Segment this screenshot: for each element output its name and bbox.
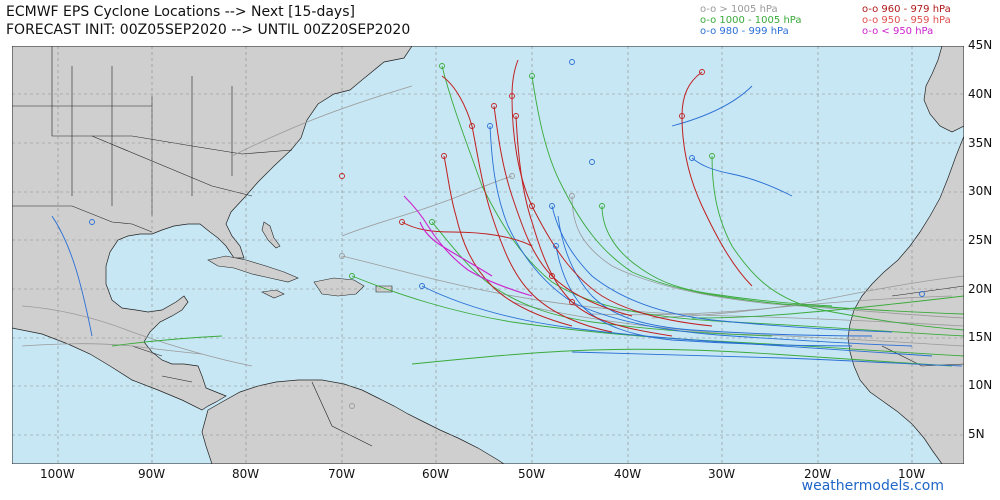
legend-gt1005: o-o > 1005 hPa [700,4,778,15]
lon-label-90w: 90W [138,467,166,481]
legend-lt950: o-o < 950 hPa [862,26,934,37]
lat-label-10n: 10N [968,378,993,392]
lon-label-80w: 80W [232,467,260,481]
lon-label-70w: 70W [328,467,356,481]
lon-label-100w: 100W [40,467,75,481]
lon-label-10w: 10W [898,467,926,481]
lat-label-15n: 15N [968,330,993,344]
land-jamaica [261,289,285,299]
lon-label-20w: 20W [804,467,832,481]
lat-label-20n: 20N [968,282,993,296]
legend-960-979: o-o 960 - 979 hPa [862,4,951,15]
tracks-green [111,65,964,367]
land-cuba [207,255,299,283]
map-title: ECMWF EPS Cyclone Locations --> Next [15… [6,4,355,20]
land-south-america [201,379,505,464]
lat-label-35n: 35N [968,136,993,150]
land-hispaniola [313,277,365,297]
credit-link[interactable]: weathermodels.com [801,478,944,494]
tracks-red [401,59,753,337]
lon-label-60w: 60W [422,467,450,481]
markers-red [339,69,705,305]
land-africa [847,135,964,464]
forecast-init: FORECAST INIT: 00Z05SEP2020 --> UNTIL 00… [6,22,411,38]
legend-950-959: o-o 950 - 959 hPa [862,15,951,26]
cyclone-map [12,46,964,464]
lon-label-40w: 40W [614,467,642,481]
land-bahamas [261,221,281,249]
legend-980-999: o-o 980 - 999 hPa [700,26,789,37]
tracks-blue [51,85,963,367]
markers-blue [89,59,925,297]
lat-label-40n: 40N [968,87,993,101]
legend-1000-1005: o-o 1000 - 1005 hPa [700,15,802,26]
lat-label-25n: 25N [968,233,993,247]
markers-gray [339,173,575,409]
land-iberia [923,46,964,133]
lon-label-50w: 50W [518,467,546,481]
markers-green [349,63,715,279]
lat-label-5n: 5N [968,427,985,441]
tracks-magenta [403,195,533,297]
lon-label-30w: 30W [708,467,736,481]
lat-label-45n: 45N [968,38,993,52]
lat-label-30n: 30N [968,184,993,198]
